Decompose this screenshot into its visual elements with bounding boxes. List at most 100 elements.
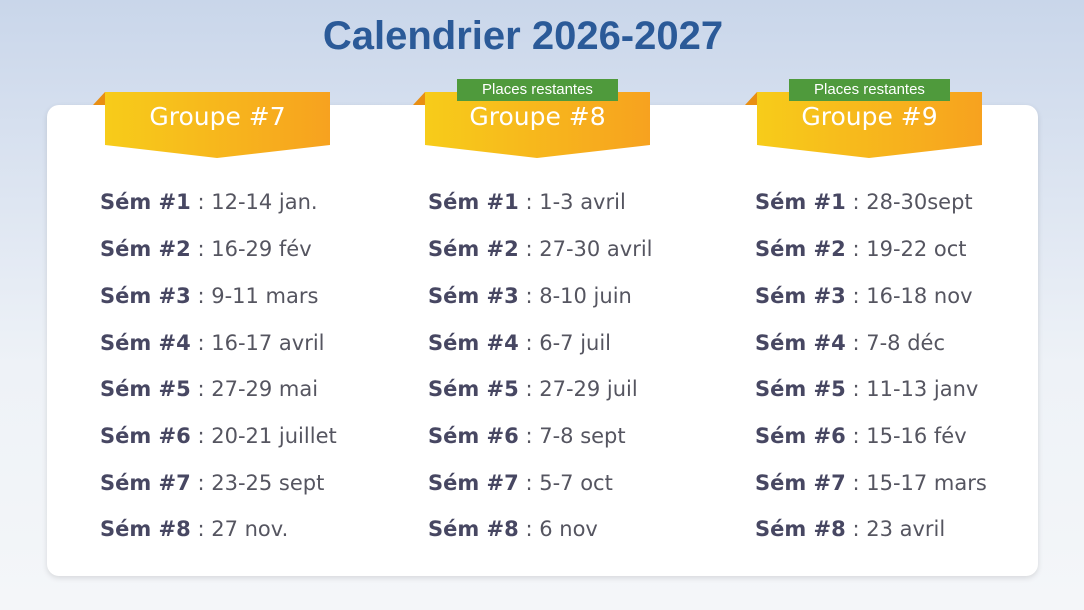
session-dates: 27-30 avril bbox=[539, 237, 653, 261]
session-label: Sém #8 bbox=[755, 517, 846, 541]
session-row: Sém #5 : 11-13 janv bbox=[755, 377, 978, 401]
separator: : bbox=[518, 331, 540, 355]
places-restantes-badge: Places restantes bbox=[457, 79, 618, 101]
group-title: Groupe #8 bbox=[469, 102, 606, 131]
session-label: Sém #8 bbox=[428, 517, 519, 541]
session-label: Sém #1 bbox=[755, 190, 846, 214]
group-banner: Groupe #9 bbox=[745, 90, 982, 158]
session-dates: 6 nov bbox=[539, 517, 598, 541]
session-dates: 27-29 mai bbox=[211, 377, 319, 401]
session-row: Sém #6 : 20-21 juillet bbox=[100, 424, 337, 448]
separator: : bbox=[518, 237, 540, 261]
session-row: Sém #3 : 8-10 juin bbox=[428, 284, 632, 308]
separator: : bbox=[845, 517, 867, 541]
session-dates: 28-30sept bbox=[866, 190, 973, 214]
separator: : bbox=[845, 471, 867, 495]
session-dates: 5-7 oct bbox=[539, 471, 613, 495]
session-row: Sém #1 : 12-14 jan. bbox=[100, 190, 318, 214]
separator: : bbox=[845, 284, 867, 308]
session-row: Sém #4 : 6-7 juil bbox=[428, 331, 611, 355]
group-title: Groupe #7 bbox=[149, 102, 286, 131]
session-label: Sém #5 bbox=[100, 377, 191, 401]
separator: : bbox=[190, 284, 212, 308]
session-dates: 16-29 fév bbox=[211, 237, 312, 261]
session-label: Sém #3 bbox=[755, 284, 846, 308]
session-label: Sém #6 bbox=[100, 424, 191, 448]
session-dates: 15-17 mars bbox=[866, 471, 987, 495]
session-label: Sém #5 bbox=[755, 377, 846, 401]
separator: : bbox=[518, 471, 540, 495]
session-label: Sém #3 bbox=[100, 284, 191, 308]
session-label: Sém #2 bbox=[428, 237, 519, 261]
group-title: Groupe #9 bbox=[801, 102, 938, 131]
session-label: Sém #4 bbox=[100, 331, 191, 355]
session-row: Sém #2 : 19-22 oct bbox=[755, 237, 967, 261]
separator: : bbox=[518, 517, 540, 541]
session-label: Sém #6 bbox=[755, 424, 846, 448]
session-dates: 1-3 avril bbox=[539, 190, 626, 214]
separator: : bbox=[190, 471, 212, 495]
separator: : bbox=[845, 190, 867, 214]
separator: : bbox=[518, 424, 540, 448]
session-dates: 23 avril bbox=[866, 517, 946, 541]
session-dates: 11-13 janv bbox=[866, 377, 979, 401]
session-dates: 23-25 sept bbox=[211, 471, 325, 495]
session-row: Sém #5 : 27-29 mai bbox=[100, 377, 318, 401]
session-label: Sém #2 bbox=[100, 237, 191, 261]
separator: : bbox=[190, 377, 212, 401]
session-label: Sém #7 bbox=[755, 471, 846, 495]
session-row: Sém #3 : 16-18 nov bbox=[755, 284, 973, 308]
session-row: Sém #1 : 28-30sept bbox=[755, 190, 973, 214]
calendar-panel bbox=[47, 105, 1038, 576]
page-title: Calendrier 2026-2027 bbox=[322, 14, 724, 58]
session-label: Sém #1 bbox=[428, 190, 519, 214]
session-dates: 20-21 juillet bbox=[211, 424, 337, 448]
session-dates: 12-14 jan. bbox=[211, 190, 318, 214]
session-label: Sém #3 bbox=[428, 284, 519, 308]
session-row: Sém #2 : 27-30 avril bbox=[428, 237, 653, 261]
separator: : bbox=[518, 190, 540, 214]
separator: : bbox=[845, 331, 867, 355]
group-banner: Groupe #7 bbox=[93, 90, 330, 158]
session-dates: 7-8 déc bbox=[866, 331, 945, 355]
session-label: Sém #8 bbox=[100, 517, 191, 541]
session-row: Sém #5 : 27-29 juil bbox=[428, 377, 638, 401]
session-label: Sém #6 bbox=[428, 424, 519, 448]
session-row: Sém #8 : 6 nov bbox=[428, 517, 598, 541]
session-label: Sém #2 bbox=[755, 237, 846, 261]
session-label: Sém #5 bbox=[428, 377, 519, 401]
session-dates: 15-16 fév bbox=[866, 424, 967, 448]
session-dates: 8-10 juin bbox=[539, 284, 632, 308]
session-row: Sém #8 : 23 avril bbox=[755, 517, 945, 541]
separator: : bbox=[190, 190, 212, 214]
session-row: Sém #4 : 16-17 avril bbox=[100, 331, 325, 355]
session-row: Sém #4 : 7-8 déc bbox=[755, 331, 945, 355]
separator: : bbox=[845, 424, 867, 448]
session-dates: 16-18 nov bbox=[866, 284, 973, 308]
session-dates: 9-11 mars bbox=[211, 284, 319, 308]
places-restantes-badge: Places restantes bbox=[789, 79, 950, 101]
separator: : bbox=[190, 424, 212, 448]
separator: : bbox=[190, 517, 212, 541]
session-dates: 27-29 juil bbox=[539, 377, 638, 401]
separator: : bbox=[518, 284, 540, 308]
session-row: Sém #8 : 27 nov. bbox=[100, 517, 288, 541]
session-dates: 6-7 juil bbox=[539, 331, 612, 355]
session-row: Sém #6 : 7-8 sept bbox=[428, 424, 626, 448]
session-row: Sém #3 : 9-11 mars bbox=[100, 284, 318, 308]
session-label: Sém #4 bbox=[755, 331, 846, 355]
session-row: Sém #1 : 1-3 avril bbox=[428, 190, 626, 214]
session-row: Sém #7 : 23-25 sept bbox=[100, 471, 324, 495]
separator: : bbox=[518, 377, 540, 401]
session-dates: 27 nov. bbox=[211, 517, 289, 541]
session-label: Sém #1 bbox=[100, 190, 191, 214]
session-label: Sém #4 bbox=[428, 331, 519, 355]
session-row: Sém #2 : 16-29 fév bbox=[100, 237, 312, 261]
session-row: Sém #7 : 5-7 oct bbox=[428, 471, 613, 495]
separator: : bbox=[190, 237, 212, 261]
session-dates: 16-17 avril bbox=[211, 331, 325, 355]
session-dates: 19-22 oct bbox=[866, 237, 967, 261]
separator: : bbox=[845, 237, 867, 261]
separator: : bbox=[190, 331, 212, 355]
session-row: Sém #6 : 15-16 fév bbox=[755, 424, 967, 448]
